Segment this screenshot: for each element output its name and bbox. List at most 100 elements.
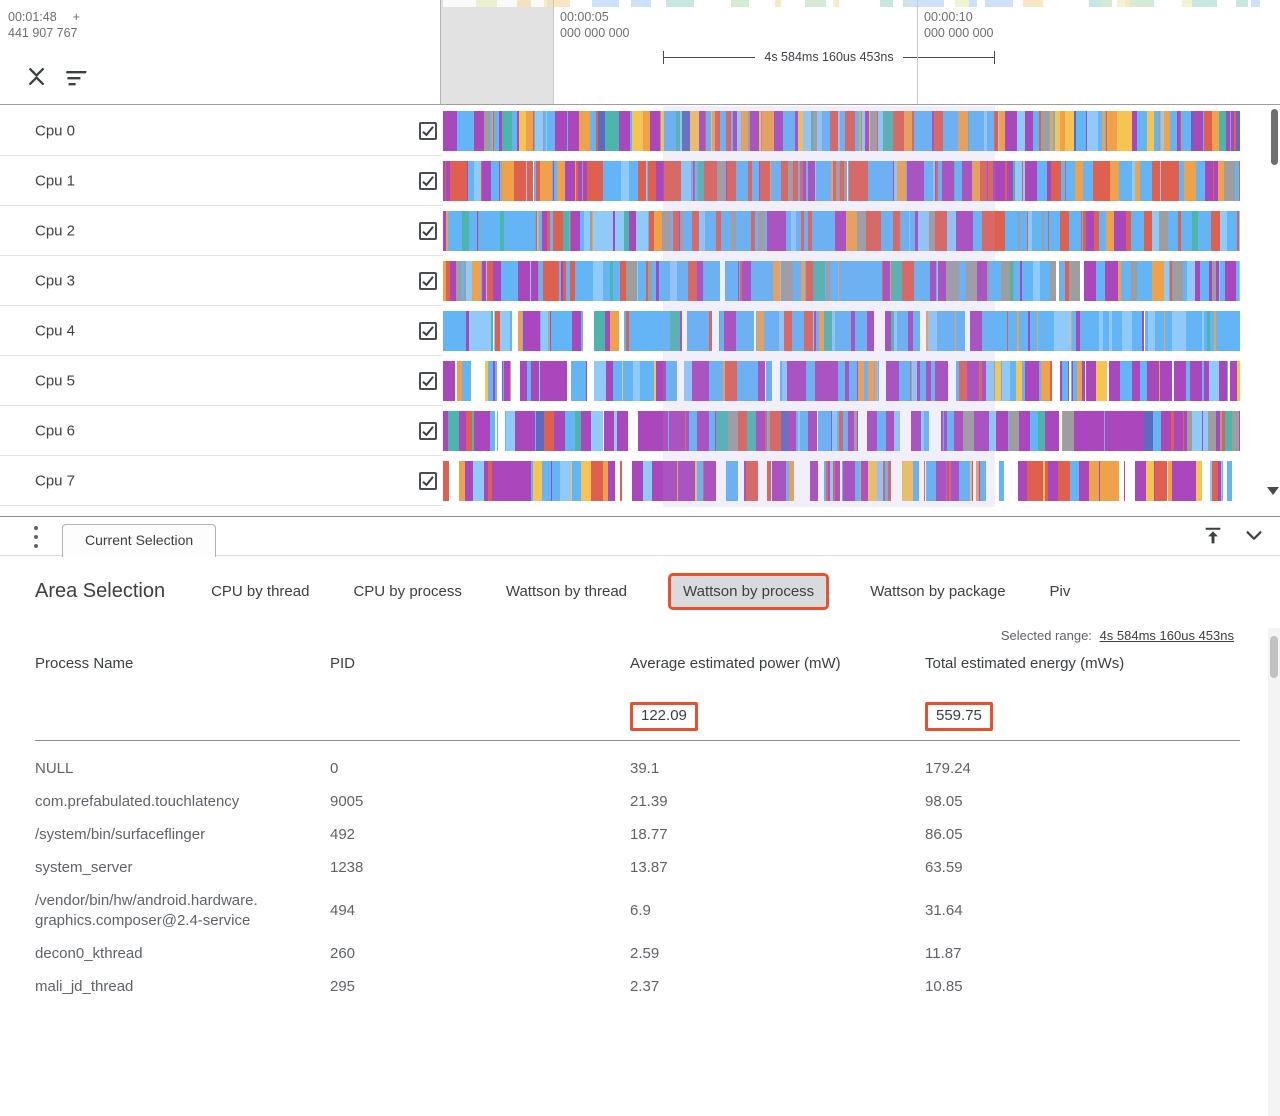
track-row-cpu-1: Cpu 1 [0, 156, 1280, 206]
expand-to-top-icon[interactable] [1202, 525, 1224, 547]
track-title: Cpu 3 [35, 272, 76, 289]
ruler-tick-label: 00:00:05 000 000 000 [560, 10, 630, 40]
cell-process-name: /system/bin/surfaceflinger [35, 825, 206, 843]
cell-pid: 492 [330, 825, 356, 843]
track-label[interactable]: Cpu 4 [0, 306, 443, 356]
track-row-cpu-5: Cpu 5 [0, 356, 1280, 406]
track-row-cpu-2: Cpu 2 [0, 206, 1280, 256]
cell-average-power: 18.77 [630, 825, 668, 843]
aggregation-header: Area Selection CPU by thread CPU by proce… [35, 566, 1273, 616]
cell-process-name: com.prefabulated.touchlatency [35, 792, 240, 810]
totals-row: 122.09 559.75 [35, 702, 1240, 731]
cell-total-energy: 98.05 [925, 792, 963, 810]
cell-pid: 260 [330, 944, 356, 962]
track-row-cpu-0: Cpu 0 [0, 106, 1280, 156]
column-header-process-name[interactable]: Process Name [35, 655, 134, 672]
cell-process-name: mali_jd_thread [35, 977, 134, 995]
track-row-cpu-4: Cpu 4 [0, 306, 1280, 356]
timeline-ruler[interactable]: 00:01:48 + 441 907 767 4s 584ms 160us 453… [0, 0, 1280, 105]
selected-range-link[interactable]: 4s 584ms 160us 453ns [1099, 628, 1234, 643]
track-row-cpu-7: Cpu 7 [0, 456, 1280, 506]
cpu-sched-track[interactable] [443, 461, 1240, 501]
aggregation-tab-piv[interactable]: Piv [1049, 582, 1071, 600]
cell-average-power: 13.87 [630, 858, 668, 876]
aggregation-tab-wattson-by-process[interactable]: Wattson by process [668, 572, 830, 610]
cpu-sched-track[interactable] [443, 161, 1240, 201]
sort-icon[interactable] [65, 67, 89, 87]
track-label[interactable]: Cpu 7 [0, 456, 443, 506]
cell-total-energy: 10.85 [925, 977, 963, 995]
track-checkbox[interactable] [419, 271, 437, 290]
table-header: Process Name PID Average estimated power… [35, 654, 1240, 674]
column-header-total-energy[interactable]: Total estimated energy (mWs) [925, 655, 1125, 672]
cpu-sched-track[interactable] [443, 261, 1240, 301]
track-label[interactable]: Cpu 2 [0, 206, 443, 256]
cell-pid: 9005 [330, 792, 364, 810]
cell-average-power: 2.59 [630, 944, 660, 962]
cell-average-power: 2.37 [630, 977, 660, 995]
panel-scrollbar-thumb[interactable] [1270, 636, 1278, 678]
kebab-menu-icon[interactable] [34, 526, 40, 548]
aggregation-tab-cpu-by-thread[interactable]: CPU by thread [211, 582, 310, 600]
aggregation-tab-wattson-by-thread[interactable]: Wattson by thread [505, 582, 628, 600]
origin-plus: + [72, 10, 80, 24]
tab-current-selection[interactable]: Current Selection [62, 524, 217, 557]
overview-minimap[interactable] [443, 0, 1280, 7]
track-checkbox[interactable] [419, 321, 437, 340]
column-header-average-power[interactable]: Average estimated power (mW) [630, 655, 841, 672]
panel-title: Area Selection [35, 579, 166, 602]
track-checkbox[interactable] [419, 421, 437, 440]
cell-total-energy: 11.87 [925, 944, 962, 962]
cell-average-power: 21.39 [630, 792, 668, 810]
panel-scrollbar-track[interactable] [1268, 628, 1280, 1116]
aggregation-tabs: CPU by thread CPU by process Wattson by th… [211, 572, 1071, 610]
origin-time: 00:01:48 [8, 10, 57, 24]
chevron-down-icon[interactable] [1242, 525, 1266, 547]
cell-total-energy: 31.64 [925, 901, 963, 919]
origin-fraction: 441 907 767 [8, 26, 78, 40]
cell-process-name: /vendor/bin/hw/android.hardware.graphics… [35, 891, 258, 929]
track-checkbox[interactable] [419, 171, 437, 190]
cpu-sched-track[interactable] [443, 361, 1240, 401]
track-checkbox[interactable] [419, 221, 437, 240]
aggregation-tab-cpu-by-process[interactable]: CPU by process [353, 582, 462, 600]
track-label[interactable]: Cpu 1 [0, 156, 443, 206]
pre-trace-shading [441, 0, 553, 104]
cell-process-name: system_server [35, 858, 133, 876]
cpu-sched-track[interactable] [443, 311, 1240, 351]
track-label[interactable]: Cpu 3 [0, 256, 443, 306]
cpu-sched-track[interactable] [443, 211, 1240, 251]
track-title: Cpu 6 [35, 422, 76, 439]
track-title: Cpu 5 [35, 372, 76, 389]
track-label[interactable]: Cpu 5 [0, 356, 443, 406]
table-row: /system/bin/surfaceflinger 492 18.77 86.05 [35, 818, 1240, 851]
track-title: Cpu 4 [35, 322, 76, 339]
cell-total-energy: 86.05 [925, 825, 963, 843]
aggregation-tab-wattson-by-package[interactable]: Wattson by package [870, 582, 1006, 600]
track-checkbox[interactable] [419, 471, 437, 490]
selected-range: Selected range: 4s 584ms 160us 453ns [1001, 628, 1234, 643]
table-row: com.prefabulated.touchlatency 9005 21.39 98… [35, 785, 1240, 818]
bracket-line [664, 56, 756, 58]
tracks-scroll-down-arrow[interactable] [1267, 487, 1279, 495]
ruler-gridline [917, 0, 918, 104]
unfold-less-icon[interactable] [26, 66, 47, 87]
cell-average-power: 39.1 [630, 759, 660, 777]
cell-pid: 295 [330, 977, 356, 995]
cell-pid: 1238 [330, 858, 364, 876]
track-checkbox[interactable] [419, 121, 437, 140]
track-title: Cpu 0 [35, 122, 76, 139]
track-checkbox[interactable] [419, 371, 437, 390]
tracks-scrollbar-thumb[interactable] [1271, 109, 1278, 165]
column-header-pid[interactable]: PID [330, 655, 356, 672]
table-row: system_server 1238 13.87 63.59 [35, 851, 1240, 884]
cpu-sched-track[interactable] [443, 411, 1240, 451]
cpu-sched-track[interactable] [443, 111, 1240, 151]
track-title: Cpu 1 [35, 172, 76, 189]
cell-process-name: decon0_kthread [35, 944, 143, 962]
track-list: Cpu 0 Cpu 1 Cpu 2 Cpu 3 Cpu 4 Cpu 5 Cpu 6 Cpu 7 [0, 106, 1280, 506]
track-label[interactable]: Cpu 6 [0, 406, 443, 456]
track-label[interactable]: Cpu 0 [0, 106, 443, 156]
table-row: NULL 0 39.1 179.24 [35, 752, 1240, 785]
